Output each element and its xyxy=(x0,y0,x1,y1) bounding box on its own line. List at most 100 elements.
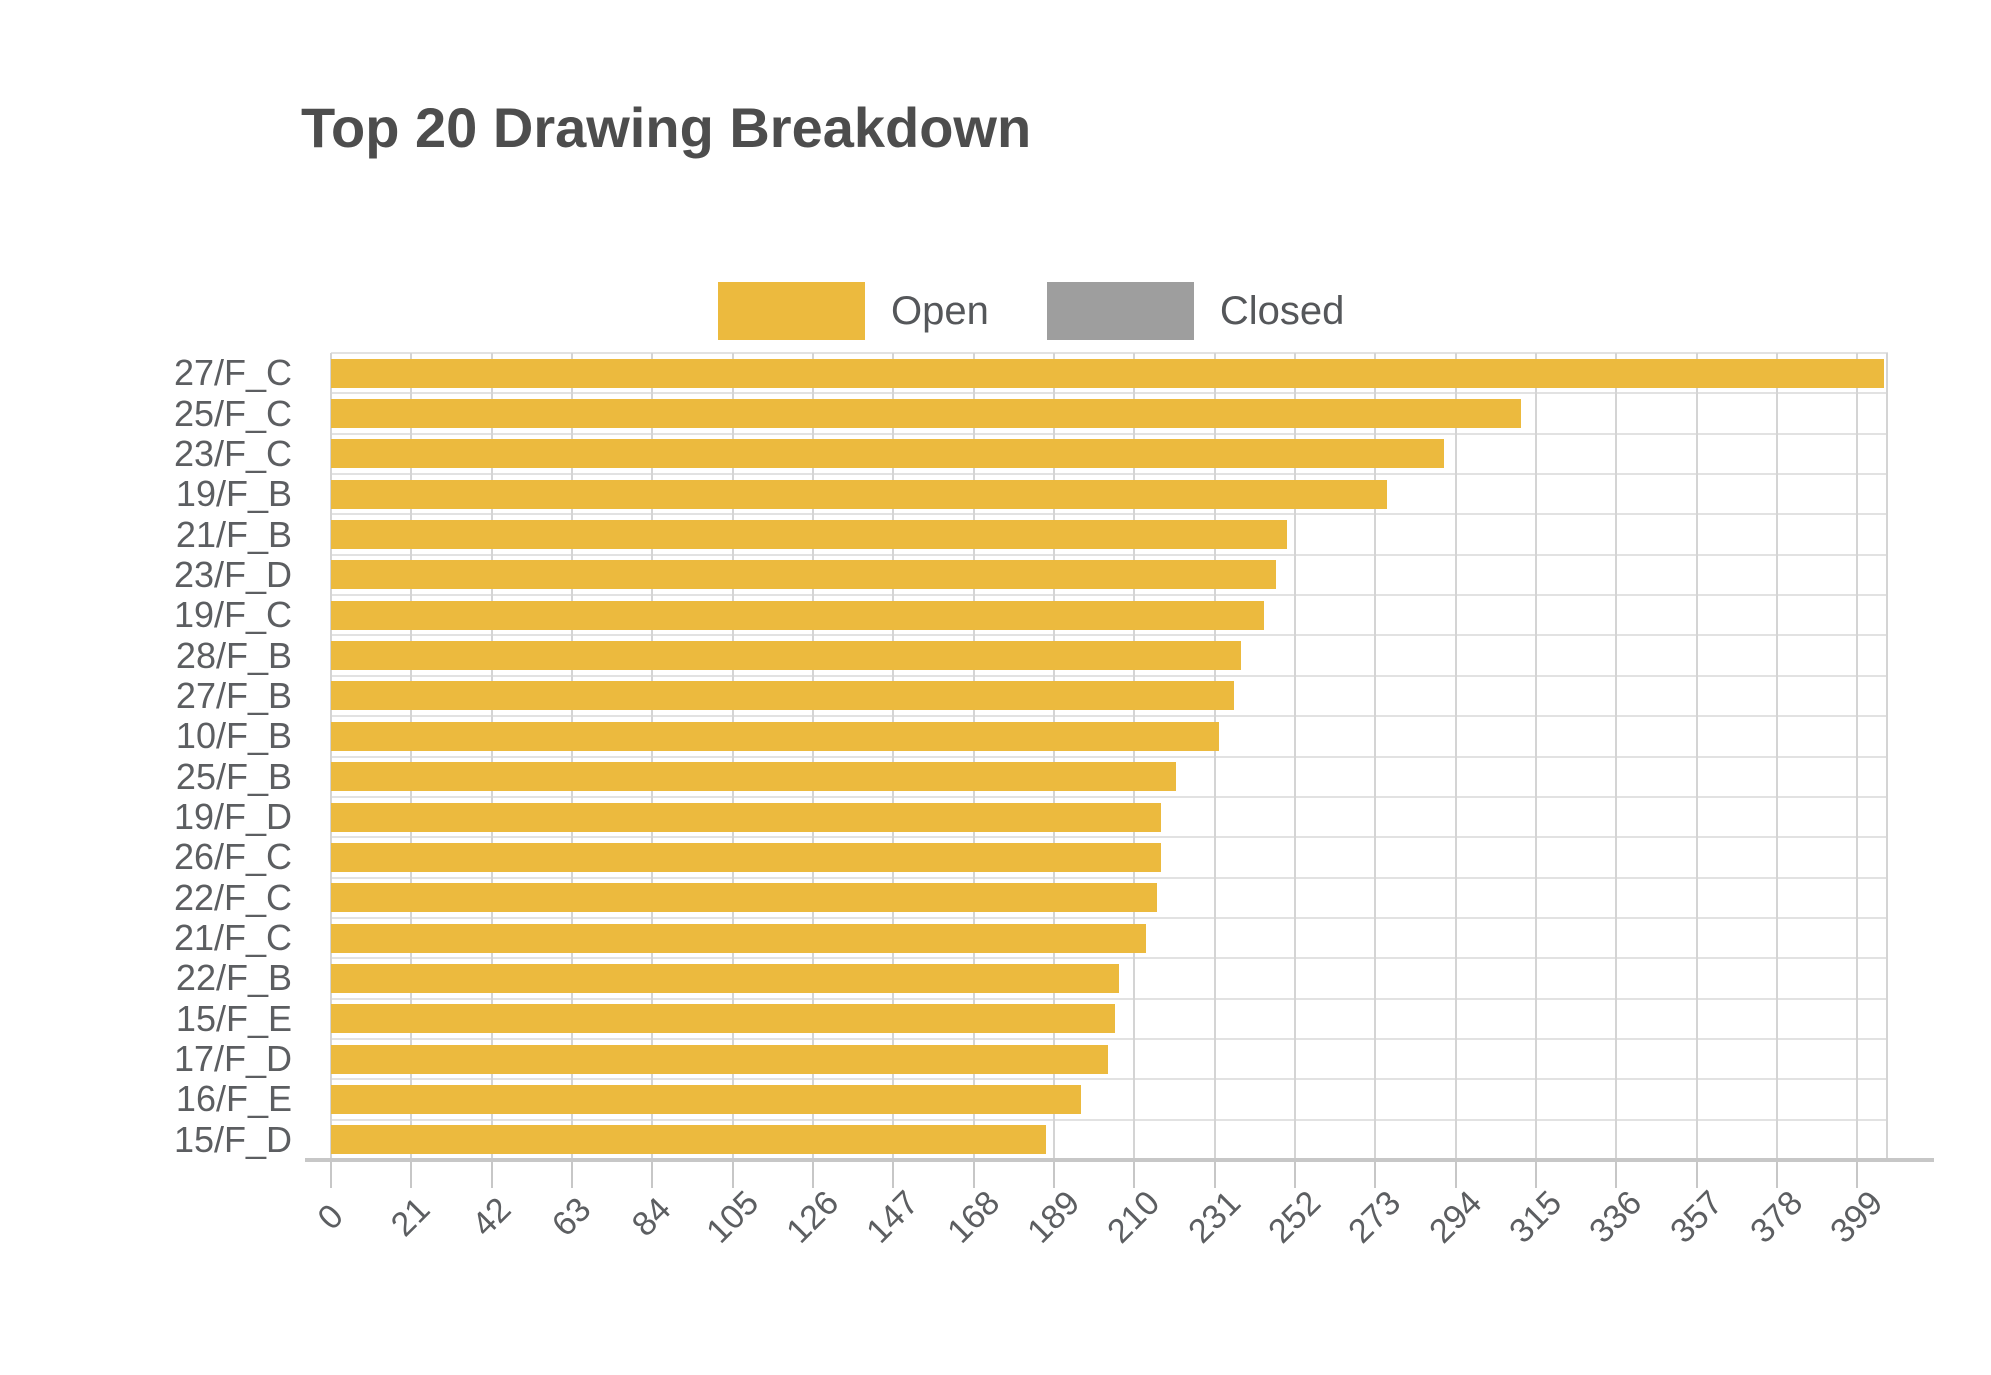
bar-open-28/F_B[interactable] xyxy=(331,641,1242,671)
x-axis-tickmark xyxy=(1615,1160,1618,1188)
x-tick-label: 21 xyxy=(384,1190,438,1244)
x-axis-tickmark xyxy=(330,1160,332,1188)
x-tick-label: 231 xyxy=(1180,1183,1248,1251)
bar-row xyxy=(331,999,1888,1039)
horizontal-gridline xyxy=(331,392,1888,395)
horizontal-gridline xyxy=(331,755,1888,758)
x-tick-label: 210 xyxy=(1100,1183,1168,1251)
bar-row xyxy=(331,676,1888,716)
bar-row xyxy=(331,918,1888,958)
x-axis-tickmark xyxy=(1535,1160,1538,1188)
bar-open-26/F_C[interactable] xyxy=(331,842,1162,872)
horizontal-gridline xyxy=(331,594,1888,597)
x-tick-label: 357 xyxy=(1662,1183,1730,1251)
bar-open-15/F_E[interactable] xyxy=(331,1004,1116,1034)
x-axis-tickmark xyxy=(972,1160,975,1188)
bar-open-21/F_B[interactable] xyxy=(331,520,1288,550)
horizontal-gridline xyxy=(331,1078,1888,1081)
horizontal-gridline xyxy=(331,1037,1888,1040)
horizontal-gridline xyxy=(331,997,1888,1000)
y-tick-label: 19/F_C xyxy=(173,594,292,636)
y-tick-label: 25/F_B xyxy=(175,755,292,797)
vertical-gridline xyxy=(1133,353,1136,1160)
y-tick-label: 15/F_E xyxy=(175,997,292,1039)
x-tick-label: 399 xyxy=(1823,1183,1891,1251)
bar-row xyxy=(331,837,1888,877)
vertical-gridline xyxy=(1776,353,1779,1160)
x-tick-label: 0 xyxy=(310,1197,351,1238)
bar-row xyxy=(331,393,1888,433)
bar-open-21/F_C[interactable] xyxy=(331,923,1146,953)
bar-row xyxy=(331,958,1888,998)
vertical-gridline xyxy=(1213,353,1216,1160)
x-tick-label: 189 xyxy=(1020,1183,1088,1251)
y-tick-label: 27/F_B xyxy=(175,674,292,716)
horizontal-gridline xyxy=(331,1118,1888,1121)
x-tick-label: 294 xyxy=(1421,1183,1489,1251)
bar-open-22/F_B[interactable] xyxy=(331,963,1120,993)
x-tick-label: 147 xyxy=(859,1183,927,1251)
x-axis-tickmark xyxy=(571,1160,573,1188)
chart-legend: Open Closed xyxy=(718,282,1344,340)
bar-row xyxy=(331,716,1888,756)
vertical-gridline xyxy=(812,353,815,1160)
vertical-gridline xyxy=(330,353,332,1160)
x-tick-label: 378 xyxy=(1743,1183,1811,1251)
horizontal-gridline xyxy=(331,674,1888,677)
vertical-gridline xyxy=(571,353,573,1160)
vertical-gridline xyxy=(972,353,975,1160)
vertical-gridline xyxy=(651,353,654,1160)
x-tick-label: 42 xyxy=(464,1190,519,1244)
x-axis-tickmark xyxy=(1454,1160,1457,1188)
x-tick-label: 336 xyxy=(1582,1183,1650,1251)
x-axis-tickmark xyxy=(1374,1160,1377,1188)
x-axis-tickmark xyxy=(1856,1160,1859,1188)
x-axis-tickmark xyxy=(1776,1160,1779,1188)
legend-item-open[interactable]: Open xyxy=(718,282,989,340)
bar-open-27/F_C[interactable] xyxy=(331,358,1885,388)
bar-open-23/F_D[interactable] xyxy=(331,560,1276,590)
vertical-gridline xyxy=(410,353,413,1160)
y-tick-label: 15/F_D xyxy=(173,1118,292,1160)
vertical-gridline xyxy=(490,353,493,1160)
x-tick-label: 273 xyxy=(1341,1183,1409,1251)
horizontal-gridline xyxy=(331,473,1888,476)
bar-row xyxy=(331,474,1888,514)
bar-open-22/F_C[interactable] xyxy=(331,883,1158,913)
bar-open-17/F_D[interactable] xyxy=(331,1044,1108,1074)
y-tick-label: 10/F_B xyxy=(175,715,292,757)
horizontal-gridline xyxy=(331,876,1888,879)
bar-open-27/F_B[interactable] xyxy=(331,681,1234,711)
vertical-gridline xyxy=(1615,353,1618,1160)
x-axis-tickmark xyxy=(651,1160,654,1188)
bar-row xyxy=(331,757,1888,797)
y-tick-label: 21/F_C xyxy=(173,917,292,959)
y-tick-label: 28/F_B xyxy=(175,634,292,676)
horizontal-gridline xyxy=(331,634,1888,637)
legend-label-open: Open xyxy=(891,288,989,333)
bar-open-19/F_D[interactable] xyxy=(331,802,1162,832)
bar-open-15/F_D[interactable] xyxy=(331,1125,1047,1155)
x-tick-label: 168 xyxy=(939,1183,1007,1251)
bar-open-10/F_B[interactable] xyxy=(331,721,1219,751)
horizontal-gridline xyxy=(331,513,1888,516)
bar-open-16/F_E[interactable] xyxy=(331,1084,1081,1114)
y-tick-label: 22/F_B xyxy=(175,957,292,999)
x-tick-label: 105 xyxy=(698,1183,766,1251)
bar-open-25/F_B[interactable] xyxy=(331,762,1177,792)
y-tick-label: 21/F_B xyxy=(175,513,292,555)
bar-open-25/F_C[interactable] xyxy=(331,399,1521,429)
closed-series-swatch xyxy=(1046,282,1194,340)
x-tick-label: 63 xyxy=(544,1190,599,1244)
bar-row xyxy=(331,555,1888,595)
bar-row xyxy=(331,1039,1888,1079)
bar-open-19/F_C[interactable] xyxy=(331,600,1265,630)
y-tick-label: 23/F_C xyxy=(173,432,292,474)
horizontal-gridline xyxy=(331,836,1888,839)
x-axis-tickmark xyxy=(1294,1160,1297,1188)
legend-item-closed[interactable]: Closed xyxy=(1046,282,1344,340)
bar-row xyxy=(331,878,1888,918)
bar-open-23/F_C[interactable] xyxy=(331,439,1445,469)
bar-open-19/F_B[interactable] xyxy=(331,479,1387,509)
x-axis-tickmark xyxy=(731,1160,734,1188)
